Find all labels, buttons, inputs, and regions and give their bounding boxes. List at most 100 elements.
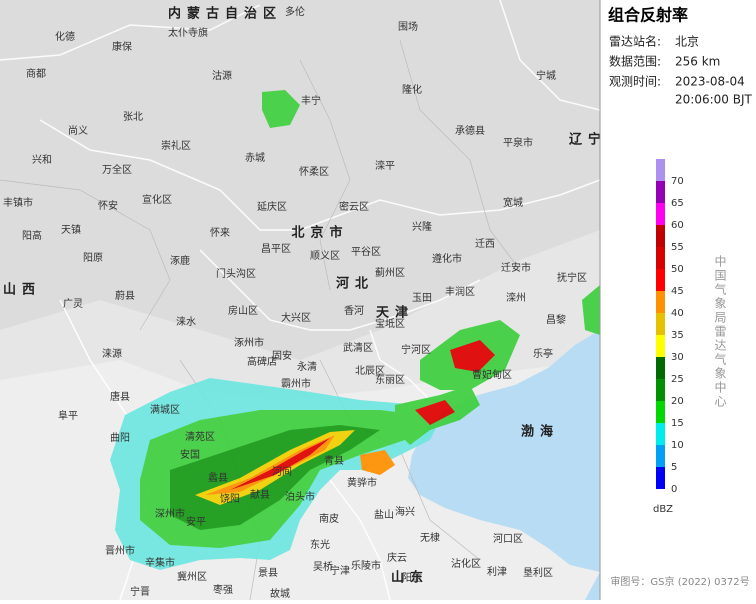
legend-tick-label: 5 bbox=[671, 462, 677, 473]
place-label: 遵化市 bbox=[432, 252, 462, 265]
region-label: 内蒙古自治区 bbox=[168, 6, 282, 22]
station: 北京 bbox=[675, 35, 699, 49]
time: 20:06:00 BJT bbox=[675, 93, 752, 107]
legend-swatch bbox=[656, 159, 665, 181]
place-label: 康保 bbox=[112, 40, 132, 53]
place-label: 天镇 bbox=[61, 223, 81, 236]
place-label: 迁安市 bbox=[501, 261, 531, 274]
place-label: 庆云 bbox=[387, 551, 407, 564]
place-label: 饶阳 bbox=[220, 492, 240, 505]
place-label: 蓟州区 bbox=[375, 266, 405, 279]
legend-tick-label: 65 bbox=[671, 198, 684, 209]
place-label: 房山区 bbox=[228, 304, 258, 317]
place-label: 蔚县 bbox=[115, 290, 135, 302]
legend-swatch bbox=[656, 423, 665, 445]
legend-tick-label: 10 bbox=[671, 440, 684, 451]
place-label: 昌黎 bbox=[546, 313, 566, 326]
place-label: 东丽区 bbox=[375, 373, 405, 386]
place-label: 商都 bbox=[26, 67, 46, 80]
place-label: 张北 bbox=[123, 111, 143, 123]
place-label: 沽源 bbox=[212, 69, 232, 82]
place-label: 永清 bbox=[297, 360, 317, 373]
place-label: 兴和 bbox=[32, 154, 52, 166]
place-label: 辛集市 bbox=[145, 556, 175, 569]
place-label: 多伦 bbox=[285, 5, 305, 18]
place-label: 涞水 bbox=[176, 316, 196, 328]
place-label: 宝坻区 bbox=[375, 317, 405, 330]
place-label: 涿鹿 bbox=[170, 254, 190, 267]
place-label: 平谷区 bbox=[351, 246, 381, 258]
place-label: 广灵 bbox=[63, 298, 83, 310]
legend-swatch bbox=[656, 269, 665, 291]
place-label: 密云区 bbox=[339, 200, 369, 213]
place-label: 丰镇市 bbox=[3, 196, 33, 209]
place-label: 涿州市 bbox=[234, 336, 264, 349]
place-label: 黄骅市 bbox=[347, 476, 377, 489]
region-label: 辽宁 bbox=[569, 132, 607, 148]
place-label: 乐陵市 bbox=[351, 559, 381, 572]
place-label: 太仆寺旗 bbox=[168, 26, 208, 39]
panel-title: 组合反射率 bbox=[608, 6, 688, 25]
place-label: 隆化 bbox=[402, 83, 422, 96]
legend-swatch bbox=[656, 379, 665, 401]
place-label: 故城 bbox=[270, 587, 290, 600]
place-label: 宁津 bbox=[330, 564, 350, 577]
place-label: 万全区 bbox=[102, 163, 132, 176]
place-label: 丰润区 bbox=[445, 285, 475, 298]
place-label: 丰宁 bbox=[301, 94, 321, 107]
place-label: 固安 bbox=[272, 349, 292, 362]
legend-tick-label: 0 bbox=[671, 484, 677, 495]
place-label: 霸州市 bbox=[281, 377, 311, 390]
place-label: 吴桥 bbox=[313, 561, 333, 573]
place-label: 宣化区 bbox=[142, 193, 172, 206]
region-label: 北京市 bbox=[291, 225, 348, 241]
place-label: 阳信 bbox=[402, 572, 422, 584]
place-label: 承德县 bbox=[455, 124, 485, 137]
region-label: 河北 bbox=[336, 276, 374, 292]
approval-number: 审图号：GS京 (2022) 0372号 bbox=[610, 575, 749, 588]
date: 2023-08-04 bbox=[675, 75, 745, 89]
place-label: 满城区 bbox=[150, 404, 180, 416]
place-label: 玉田 bbox=[412, 293, 432, 304]
place-label: 青县 bbox=[324, 454, 344, 467]
place-label: 东光 bbox=[310, 538, 330, 551]
place-label: 怀柔区 bbox=[299, 166, 329, 178]
place-label: 阳高 bbox=[22, 229, 42, 242]
legend-swatch bbox=[656, 247, 665, 269]
legend-swatch bbox=[656, 401, 665, 423]
place-label: 尚义 bbox=[68, 124, 88, 137]
place-label: 抚宁区 bbox=[557, 271, 587, 284]
place-label: 乐亭 bbox=[533, 347, 553, 360]
legend-swatch bbox=[656, 181, 665, 203]
place-label: 利津 bbox=[487, 566, 507, 578]
place-label: 安国 bbox=[180, 448, 200, 461]
place-label: 化德 bbox=[55, 30, 75, 43]
legend-tick-label: 25 bbox=[671, 374, 684, 385]
place-label: 深州市 bbox=[155, 507, 185, 520]
place-label: 滦平 bbox=[375, 159, 395, 172]
legend-tick-label: 35 bbox=[671, 330, 684, 341]
place-label: 枣强 bbox=[213, 584, 233, 596]
place-label: 盐山 bbox=[374, 508, 394, 521]
legend-swatch bbox=[656, 291, 665, 313]
legend-tick-label: 20 bbox=[671, 396, 684, 407]
radar-echo bbox=[110, 90, 600, 570]
place-label: 海兴 bbox=[395, 505, 415, 518]
station-label: 雷达站名: bbox=[609, 34, 661, 49]
place-label: 蠡县 bbox=[208, 471, 228, 484]
place-label: 无棣 bbox=[420, 531, 440, 544]
place-label: 河间 bbox=[272, 465, 292, 478]
legend-swatch bbox=[656, 203, 665, 225]
place-label: 香河 bbox=[344, 305, 364, 317]
range-label: 数据范围: bbox=[609, 54, 661, 69]
place-label: 崇礼区 bbox=[161, 139, 191, 152]
range: 256 km bbox=[675, 55, 720, 69]
place-label: 宁晋 bbox=[130, 585, 150, 598]
place-label: 曹妃甸区 bbox=[472, 368, 512, 381]
legend-tick-label: 50 bbox=[671, 264, 684, 275]
legend-tick-label: 55 bbox=[671, 242, 684, 253]
region-label: 渤海 bbox=[521, 424, 559, 440]
place-label: 高碑店 bbox=[247, 355, 277, 368]
